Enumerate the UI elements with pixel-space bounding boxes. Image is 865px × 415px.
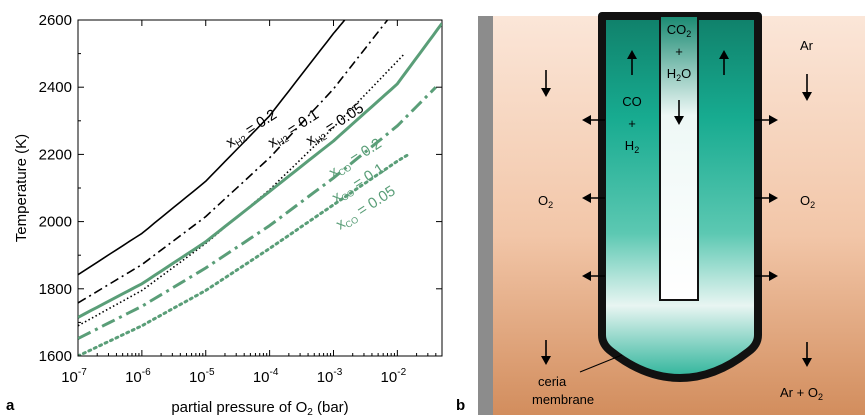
ar-inlet-label: Ar bbox=[800, 38, 814, 53]
left-out-arrow-3 bbox=[582, 271, 605, 281]
x-tick-label: 10-3 bbox=[317, 367, 343, 386]
right-down-arrow-bottom bbox=[802, 342, 812, 367]
plot-area bbox=[77, 19, 443, 357]
diagram-panel: b CO2 + H2O CO + H2 O2 O2 Ar Ar + O2 cer… bbox=[456, 12, 865, 415]
series-line-0 bbox=[78, 20, 346, 276]
membrane-label-line1: ceria bbox=[538, 374, 567, 389]
x-axis-label: partial pressure of O2 (bar) bbox=[171, 399, 348, 415]
x-axis-label-main: partial pressure of O bbox=[171, 399, 307, 415]
annulus-co-label: CO bbox=[622, 94, 642, 109]
inner-feed-tube bbox=[659, 15, 699, 301]
left-out-arrow-1 bbox=[582, 115, 605, 125]
series-layer bbox=[78, 20, 442, 356]
series-line-4 bbox=[78, 86, 437, 340]
ticks-layer: 1600 1800 2000 2200 2400 2600 10-7 10-6 10-5 10-4… bbox=[39, 12, 443, 386]
y-tick-label: 2400 bbox=[39, 79, 72, 96]
series-line-3 bbox=[78, 22, 442, 319]
flow-arrows bbox=[541, 50, 812, 367]
inner-plus-label: + bbox=[675, 44, 683, 59]
right-down-arrow-top bbox=[802, 74, 812, 101]
x-axis-label-sub: 2 bbox=[307, 407, 313, 415]
panel-label-a: a bbox=[6, 397, 15, 414]
y-tick-label: 1800 bbox=[39, 281, 72, 298]
series-line-5 bbox=[78, 152, 411, 356]
right-out-arrow-2 bbox=[755, 193, 778, 203]
annulus-up-arrow-right bbox=[719, 50, 729, 75]
series-line-2 bbox=[78, 53, 406, 327]
ar-o2-outlet-label: Ar + O2 bbox=[780, 385, 823, 402]
annulus-plus-label: + bbox=[628, 116, 636, 131]
left-out-arrow-2 bbox=[582, 193, 605, 203]
inner-h2o-label: H2O bbox=[667, 66, 692, 83]
right-out-arrow-3 bbox=[755, 271, 778, 281]
x-tick-label: 10-2 bbox=[381, 367, 407, 386]
left-down-arrow-top bbox=[541, 70, 551, 97]
x-tick-label: 10-4 bbox=[253, 367, 279, 386]
y-tick-label: 2200 bbox=[39, 146, 72, 163]
x-axis-label-unit: (bar) bbox=[313, 399, 349, 415]
annulus-up-arrow-left bbox=[627, 50, 637, 75]
left-o2-label: O2 bbox=[538, 193, 553, 210]
annulus-h2-label: H2 bbox=[625, 138, 639, 155]
reactor-wall bbox=[478, 16, 493, 415]
membrane-label-line2: membrane bbox=[532, 392, 594, 407]
panel-label-b: b bbox=[456, 397, 465, 414]
y-axis-label: Temperature (K) bbox=[13, 134, 30, 242]
right-o2-label: O2 bbox=[800, 193, 815, 210]
y-tick-label: 2600 bbox=[39, 12, 72, 29]
x-tick-label: 10-6 bbox=[125, 367, 151, 386]
left-down-arrow-bottom bbox=[541, 340, 551, 365]
y-tick-label: 2000 bbox=[39, 214, 72, 231]
y-tick-label: 1600 bbox=[39, 348, 72, 365]
chart-panel: 1600 1800 2000 2200 2400 2600 10-7 10-6 10-5 10-4… bbox=[6, 12, 443, 415]
series-line-1 bbox=[78, 20, 389, 304]
inner-co2-label: CO2 bbox=[667, 22, 692, 39]
x-tick-label: 10-5 bbox=[189, 367, 215, 386]
right-out-arrow-1 bbox=[755, 115, 778, 125]
x-tick-label: 10-7 bbox=[61, 367, 87, 386]
inner-down-arrow bbox=[674, 100, 684, 125]
membrane-pointer-line bbox=[579, 354, 623, 373]
